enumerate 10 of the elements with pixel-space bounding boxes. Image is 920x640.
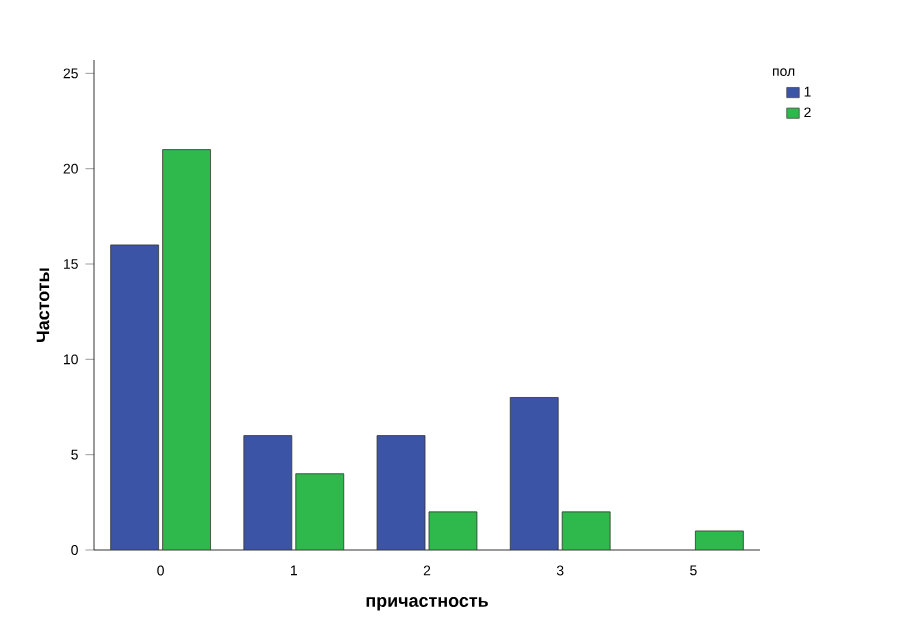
bar	[376, 435, 426, 550]
bar	[561, 511, 611, 550]
x-axis-title: причастность	[366, 597, 488, 611]
bar	[243, 435, 293, 550]
bar	[428, 511, 478, 550]
bar	[295, 473, 345, 550]
y-axis-title: Частоты	[36, 268, 50, 342]
bar	[162, 149, 211, 550]
bar	[110, 244, 160, 550]
bar	[509, 397, 559, 550]
